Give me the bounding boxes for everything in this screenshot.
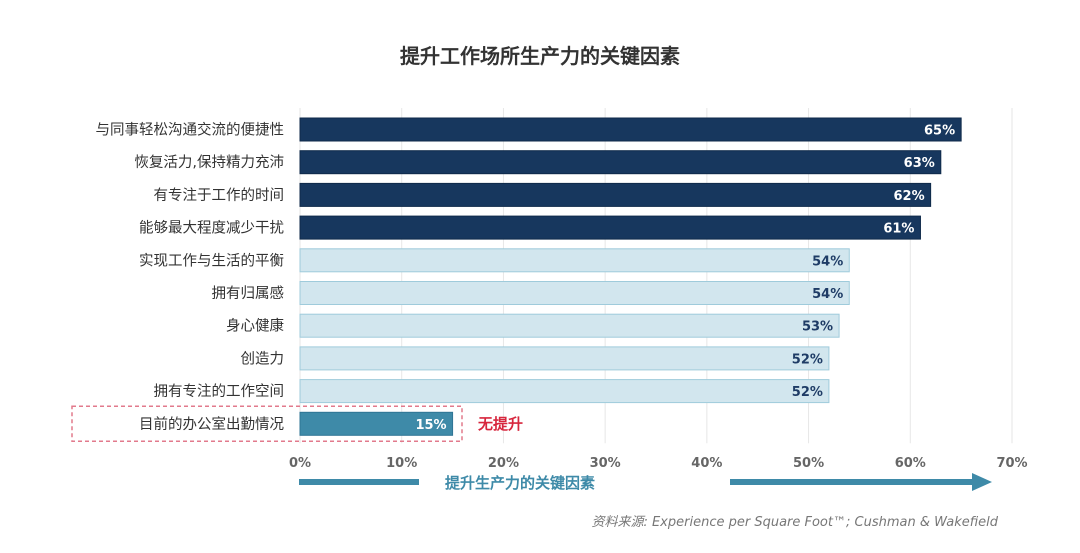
source-note: 资料来源: Experience per Square Foot™; Cushm…	[591, 515, 998, 530]
arrow-shaft-right	[730, 479, 975, 485]
x-tick-label: 30%	[590, 456, 621, 471]
data-label: 52%	[792, 385, 823, 400]
x-tick-label: 50%	[793, 456, 824, 471]
bar	[299, 379, 830, 404]
x-tick-label: 60%	[895, 456, 926, 471]
data-label: 65%	[924, 124, 955, 139]
bar	[299, 248, 850, 273]
data-label: 61%	[883, 222, 914, 237]
data-label: 54%	[812, 287, 843, 302]
bar	[299, 346, 830, 371]
category-label: 有专注于工作的时间	[154, 187, 285, 204]
category-label: 能够最大程度减少干扰	[139, 220, 284, 237]
x-tick-label: 70%	[996, 456, 1027, 471]
highlight-box	[71, 405, 463, 443]
bar	[299, 150, 942, 175]
category-label: 与同事轻松沟通交流的便捷性	[96, 121, 285, 139]
chart-title: 提升工作场所生产力的关键因素	[400, 44, 680, 68]
bar	[299, 117, 962, 142]
category-label: 创造力	[241, 350, 285, 367]
arrow-label: 提升生产力的关键因素	[445, 474, 595, 492]
category-label: 实现工作与生活的平衡	[139, 252, 284, 269]
bar	[299, 411, 454, 436]
bar	[299, 182, 932, 207]
data-label: 15%	[415, 418, 446, 433]
category-label: 拥有归属感	[212, 285, 285, 302]
data-label: 53%	[802, 320, 833, 335]
data-label: 63%	[904, 156, 935, 171]
category-label: 恢复活力,保持精力充沛	[134, 153, 284, 171]
data-label: 54%	[812, 254, 843, 269]
arrow-shaft-left	[299, 479, 419, 485]
arrow-head-icon	[972, 473, 992, 491]
bar	[299, 313, 840, 338]
bar	[299, 281, 850, 305]
x-tick-label: 0%	[289, 456, 311, 471]
bar	[299, 215, 921, 240]
x-tick-label: 10%	[386, 456, 417, 471]
category-label: 目前的办公室出勤情况	[139, 416, 284, 433]
x-tick-label: 20%	[488, 456, 519, 471]
data-label: 62%	[894, 189, 925, 204]
data-label: 52%	[792, 352, 823, 367]
category-label: 身心健康	[226, 318, 284, 335]
annotation-label: 无提升	[477, 415, 523, 433]
x-tick-label: 40%	[691, 456, 722, 471]
category-label: 拥有专注的工作空间	[154, 383, 285, 400]
